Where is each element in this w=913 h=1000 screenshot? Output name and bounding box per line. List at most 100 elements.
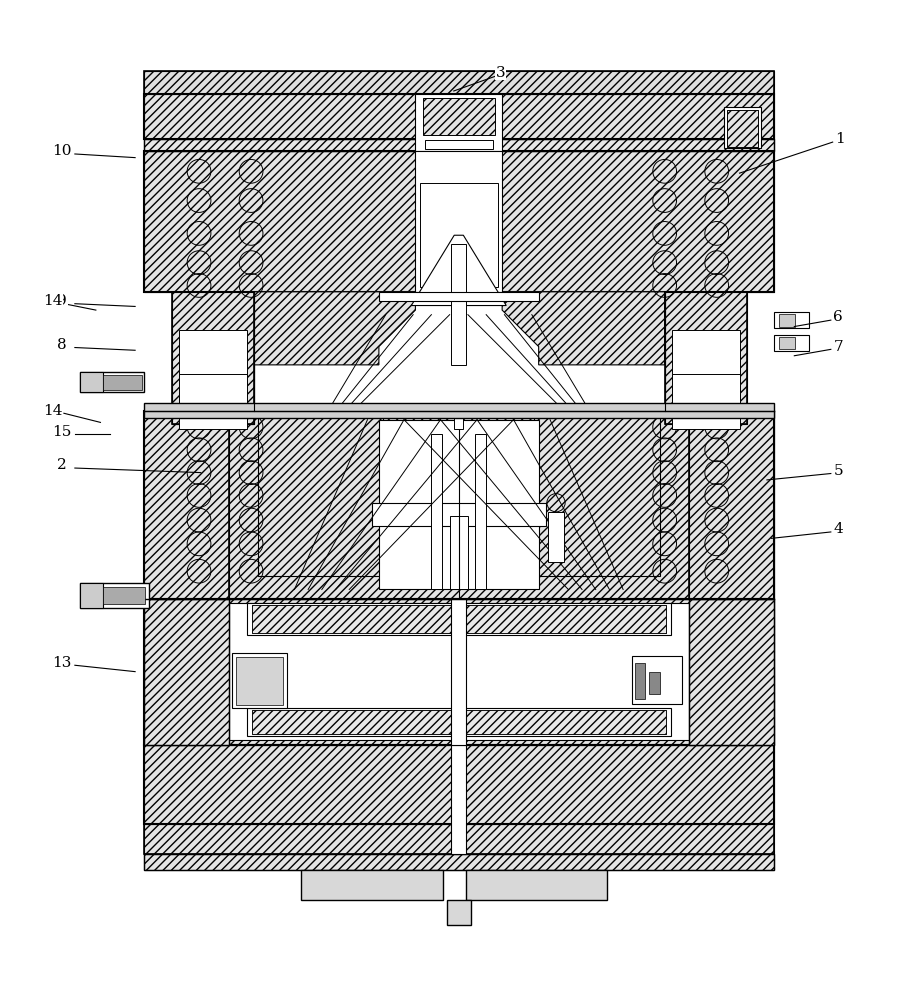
Bar (144, 824, 774, 854)
Bar (252, 605, 666, 633)
Text: 6: 6 (834, 310, 843, 324)
Text: 3: 3 (496, 66, 505, 80)
Bar (252, 605, 666, 633)
Bar (420, 183, 498, 287)
Text: 2: 2 (58, 458, 67, 472)
Bar (172, 292, 254, 424)
Bar (144, 151, 774, 292)
Bar (144, 599, 229, 745)
Polygon shape (534, 415, 660, 576)
Polygon shape (502, 292, 665, 365)
Bar (144, 745, 774, 824)
Bar (179, 330, 247, 417)
Bar (727, 110, 758, 147)
Bar (252, 710, 666, 734)
Bar (144, 71, 774, 94)
Bar (144, 94, 774, 139)
Bar (455, 411, 463, 429)
Bar (144, 824, 774, 854)
Bar (672, 374, 740, 429)
Bar (144, 599, 229, 745)
Bar (247, 708, 671, 736)
Bar (103, 587, 145, 604)
Bar (144, 139, 774, 151)
Text: 8: 8 (58, 338, 67, 352)
Bar (689, 599, 774, 745)
Bar (451, 745, 467, 854)
Polygon shape (254, 292, 415, 365)
Bar (103, 375, 142, 390)
Polygon shape (172, 292, 254, 424)
Bar (379, 292, 539, 301)
Bar (689, 411, 774, 599)
Bar (665, 292, 747, 424)
Bar (144, 599, 774, 745)
Bar (415, 94, 502, 151)
Bar (632, 656, 682, 704)
Bar (779, 314, 795, 327)
Bar (144, 139, 774, 151)
Bar (548, 512, 564, 562)
Bar (475, 434, 486, 589)
Text: 10: 10 (52, 144, 72, 158)
Polygon shape (80, 372, 103, 392)
Bar (144, 854, 774, 870)
Bar (232, 653, 287, 708)
Polygon shape (258, 415, 383, 576)
Bar (415, 151, 502, 292)
Bar (144, 71, 774, 94)
Bar (635, 663, 645, 699)
Bar (466, 870, 607, 900)
Bar (144, 411, 229, 599)
Bar (172, 292, 254, 424)
Text: 9: 9 (58, 294, 67, 308)
Bar (724, 107, 761, 148)
Bar (80, 372, 144, 392)
Bar (144, 411, 774, 599)
Bar (144, 411, 229, 599)
Bar (144, 94, 774, 139)
Text: 14: 14 (43, 294, 63, 308)
Bar (144, 599, 774, 745)
Bar (144, 745, 774, 824)
Bar (144, 151, 774, 292)
Bar (727, 110, 758, 147)
Bar (179, 374, 247, 429)
Bar (672, 330, 740, 417)
Bar (301, 870, 443, 900)
Bar (144, 411, 774, 599)
Bar (779, 337, 795, 349)
Text: 15: 15 (52, 425, 72, 439)
Bar (236, 657, 283, 705)
Text: 4: 4 (834, 522, 843, 536)
Bar (425, 140, 493, 149)
Text: 7: 7 (834, 340, 843, 354)
Bar (774, 335, 809, 351)
Bar (379, 420, 539, 589)
Bar (423, 98, 495, 135)
Bar (278, 292, 639, 411)
Text: 5: 5 (834, 464, 843, 478)
Bar (144, 854, 774, 870)
Bar (80, 583, 149, 608)
Bar (247, 603, 671, 635)
Bar (689, 599, 774, 745)
Bar (144, 403, 774, 418)
Text: 14: 14 (43, 404, 63, 418)
Bar (447, 900, 471, 925)
Polygon shape (411, 235, 506, 306)
Text: 13: 13 (52, 656, 72, 670)
Bar (252, 710, 666, 734)
Bar (432, 434, 443, 589)
Bar (229, 603, 689, 740)
Bar (774, 312, 809, 328)
Bar (451, 599, 467, 745)
Bar (373, 503, 546, 526)
Bar (665, 292, 747, 424)
Bar (451, 244, 467, 365)
Text: 1: 1 (835, 132, 845, 146)
Bar (449, 516, 468, 589)
Bar (649, 672, 660, 694)
Bar (689, 411, 774, 599)
Polygon shape (80, 583, 103, 608)
